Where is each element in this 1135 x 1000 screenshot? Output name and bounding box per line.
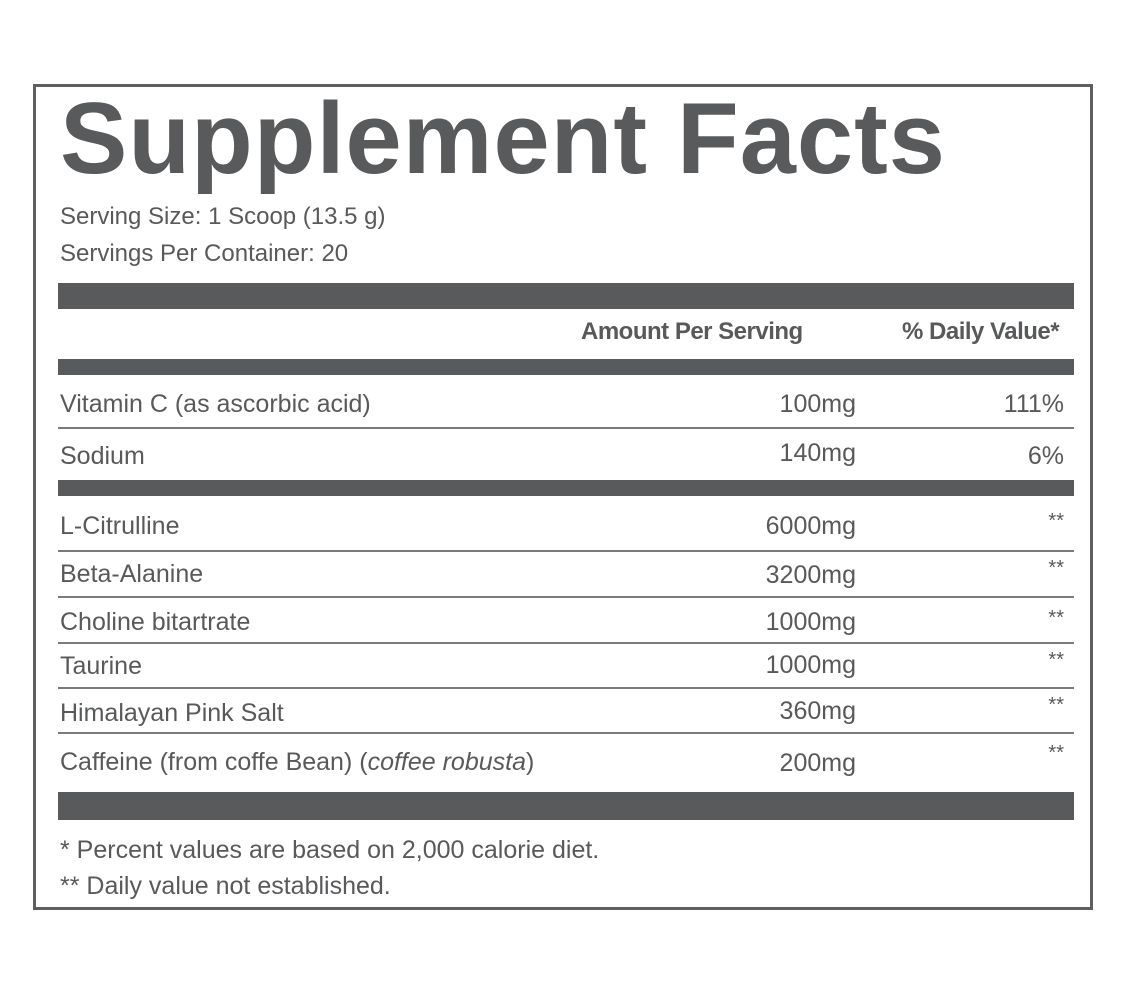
- amount-per-serving-header: Amount Per Serving: [581, 318, 803, 345]
- ingredient-amount: 200mg: [779, 749, 856, 777]
- ingredient-name: Taurine: [60, 652, 142, 680]
- nutrient-amount: 100mg: [779, 390, 856, 418]
- supplement-facts-panel: Supplement Facts Serving Size: 1 Scoop (…: [33, 84, 1093, 910]
- row-divider: [58, 550, 1074, 552]
- nutrient-name: Sodium: [60, 442, 145, 470]
- ingredient-daily-value: **: [1048, 510, 1064, 532]
- ingredient-name: L-Citrulline: [60, 512, 180, 540]
- ingredient-name-prefix: Caffeine (from coffe Bean) (: [60, 748, 368, 776]
- ingredient-name: Himalayan Pink Salt: [60, 699, 284, 727]
- medium-divider: [58, 359, 1074, 375]
- row-divider: [58, 596, 1074, 598]
- ingredient-name-italic: coffee robusta: [367, 748, 526, 776]
- nutrient-amount: 140mg: [779, 439, 856, 467]
- footnote-daily-value: ** Daily value not established.: [60, 872, 391, 900]
- ingredient-name-suffix: ): [526, 748, 535, 776]
- ingredient-daily-value: **: [1048, 649, 1064, 671]
- thick-divider-bottom: [58, 792, 1074, 820]
- daily-value-header: % Daily Value*: [902, 318, 1060, 345]
- ingredient-amount: 6000mg: [765, 512, 856, 540]
- ingredient-name: Choline bitartrate: [60, 608, 251, 636]
- footnote-percent: * Percent values are based on 2,000 calo…: [60, 836, 600, 864]
- panel-title: Supplement Facts: [60, 83, 946, 195]
- row-divider: [58, 642, 1074, 644]
- nutrient-daily-value: 6%: [1027, 442, 1064, 470]
- ingredient-amount: 1000mg: [765, 608, 856, 636]
- servings-per-container: Servings Per Container: 20: [60, 240, 349, 267]
- ingredient-name: Beta-Alanine: [60, 560, 204, 588]
- serving-size: Serving Size: 1 Scoop (13.5 g): [60, 203, 386, 230]
- medium-divider-2: [58, 480, 1074, 496]
- ingredient-daily-value: **: [1048, 557, 1064, 579]
- ingredient-amount: 1000mg: [765, 651, 856, 679]
- row-divider: [58, 732, 1074, 734]
- thick-divider-top: [58, 283, 1074, 309]
- row-divider: [58, 427, 1074, 429]
- ingredient-daily-value: **: [1048, 742, 1064, 764]
- nutrient-name: Vitamin C (as ascorbic acid): [60, 390, 371, 418]
- row-divider: [58, 687, 1074, 689]
- ingredient-daily-value: **: [1048, 607, 1064, 629]
- ingredient-name: Caffeine (from coffe Bean) (coffee robus…: [60, 750, 534, 775]
- ingredient-amount: 360mg: [779, 697, 856, 725]
- nutrient-daily-value: 111%: [1003, 390, 1064, 418]
- ingredient-amount: 3200mg: [765, 561, 856, 589]
- ingredient-daily-value: **: [1048, 694, 1064, 716]
